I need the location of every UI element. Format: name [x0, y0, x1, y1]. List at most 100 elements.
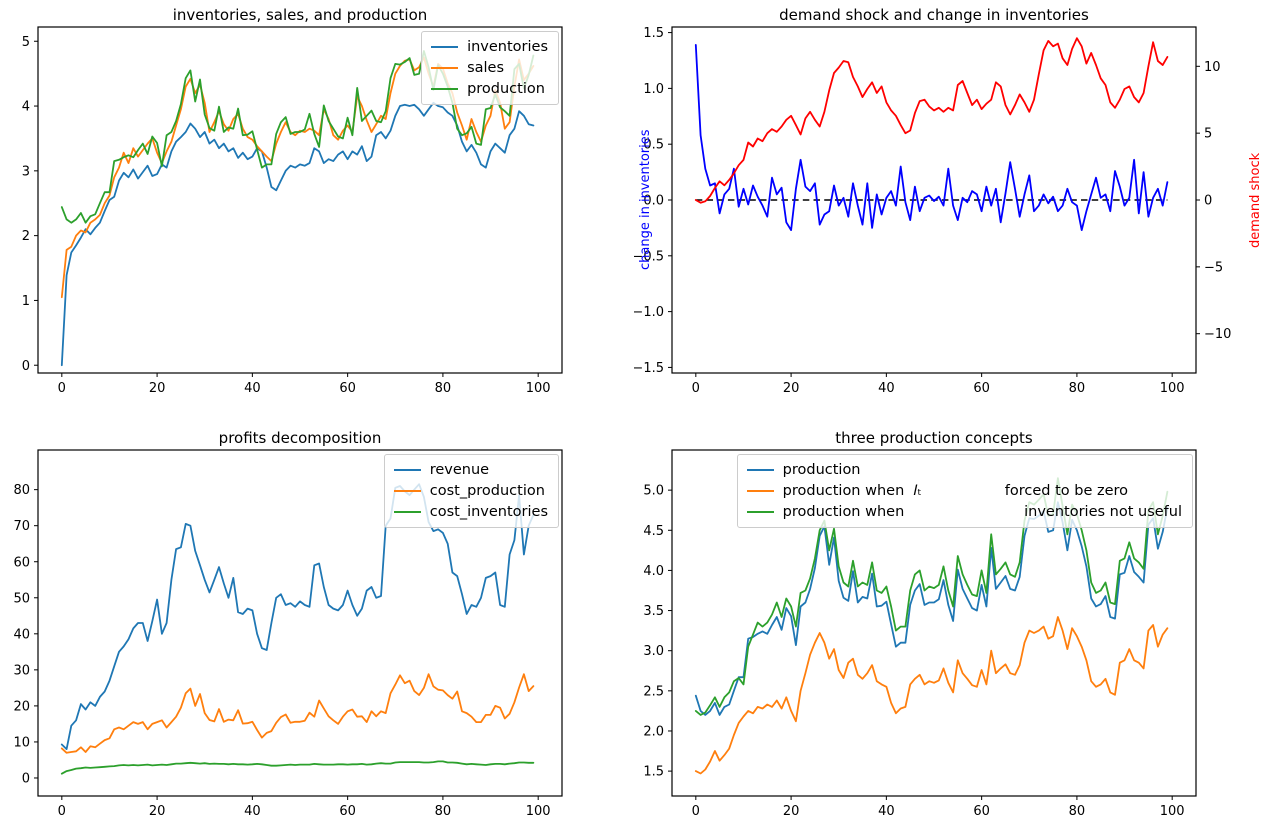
x-tick-label: 0 — [692, 804, 700, 819]
x-tick-label: 40 — [878, 804, 895, 819]
legend-line-swatch-cost-inventories — [393, 511, 421, 513]
legend-label-cost-production: cost_production — [429, 483, 545, 499]
x-tick-label: 60 — [339, 381, 356, 396]
x-tick-label: 20 — [783, 381, 800, 396]
y-tick-label: 10 — [13, 735, 30, 750]
legend-label-sales: sales — [467, 60, 505, 76]
chart-title: demand shock and change in inventories — [779, 6, 1089, 24]
y-tick-label: 50 — [13, 591, 30, 606]
legend-line-swatch-sales — [431, 67, 459, 69]
y-right-tick-label: 5 — [1204, 127, 1212, 142]
plot-svg-demand-shock-change-in-inventories: 0 20 40 60 80 100 1.5 1.0 0.5 0.0 −0.5 −1.0 −1.5 10 5 0… — [634, 26, 1231, 396]
y-tick-label: 60 — [13, 555, 30, 570]
x-tick-label: 80 — [1069, 804, 1086, 819]
y-tick-label: 0 — [22, 359, 30, 374]
y-tick-label: 0 — [22, 772, 30, 787]
y-tick-label: 5 — [22, 35, 30, 50]
subplot-three-production-concepts: three production concepts 0 20 40 60 80 100 1.… — [634, 417, 1268, 834]
x-tick-label: 100 — [526, 804, 551, 819]
legend-label-production-zero-inventories: production when 𝐼ₜ forced to be zero — [782, 483, 1129, 499]
x-tick-label: 40 — [878, 381, 895, 396]
series-line-change-in-inventories — [694, 44, 1169, 232]
legend-entry: production when inventories not useful — [746, 504, 1182, 520]
y-tick-label: 0.0 — [643, 194, 664, 209]
x-tick-label: 40 — [244, 804, 261, 819]
y-tick-label: 3.0 — [643, 644, 664, 659]
x-tick-label: 100 — [526, 381, 551, 396]
series-line-production — [694, 501, 1169, 716]
y-tick-label: 3.5 — [643, 604, 664, 619]
y-tick-label: 3 — [22, 164, 30, 179]
legend-entry: production when 𝐼ₜ forced to be zero — [746, 483, 1182, 499]
series-line-demand-shock — [694, 37, 1169, 204]
axes-frame — [37, 26, 563, 374]
x-tick-label: 60 — [339, 804, 356, 819]
legend-label-production: production — [782, 462, 861, 478]
y-tick-label: 80 — [13, 483, 30, 498]
x-tick-label: 40 — [244, 381, 261, 396]
axes-frame — [37, 449, 563, 797]
y-axis-label-left: change in inventories — [638, 129, 653, 271]
y-tick-label: 1 — [22, 294, 30, 309]
series-line-inventories — [60, 101, 535, 367]
series-line-production-inventories-not-useful — [694, 477, 1169, 716]
chart-title: profits decomposition — [218, 429, 382, 447]
legend-label-inventories: inventories — [467, 39, 548, 55]
y-tick-label: 2 — [22, 229, 30, 244]
y-tick-label: 1.0 — [643, 82, 664, 97]
y-tick-label: −1.0 — [634, 305, 664, 320]
series-line-production-zero-inventories — [694, 616, 1169, 775]
legend-line-swatch-production-inventories-not-useful — [746, 511, 774, 513]
axes-frame — [671, 26, 1197, 374]
legend-line-swatch-revenue — [393, 469, 421, 471]
y-tick-label: 2.5 — [643, 684, 664, 699]
y-tick-label: 4.0 — [643, 564, 664, 579]
y-tick-label: 20 — [13, 699, 30, 714]
y-tick-label: 1.5 — [643, 765, 664, 780]
x-tick-label: 20 — [149, 804, 166, 819]
legend-entry: revenue — [393, 462, 548, 478]
legend-line-swatch-cost-production — [393, 490, 421, 492]
x-tick-label: 80 — [435, 804, 452, 819]
legend-entry: production — [746, 462, 1182, 478]
plot-svg-three-production-concepts: 0 20 40 60 80 100 1.5 2.0 2.5 3.0 3.5 4.0 4.5 5.0 — [643, 449, 1197, 819]
x-tick-label: 60 — [973, 804, 990, 819]
chart-title: inventories, sales, and production — [172, 6, 428, 24]
y-tick-label: 1.5 — [643, 26, 664, 41]
y-tick-label: 4 — [22, 100, 30, 115]
series-line-revenue — [60, 483, 535, 751]
legend-box: inventories sales production — [421, 31, 559, 105]
series-line-production — [60, 50, 535, 224]
y-tick-label: 0.5 — [643, 138, 664, 153]
chart-title: three production concepts — [835, 429, 1033, 447]
legend-label-revenue: revenue — [429, 462, 490, 478]
legend-entry: cost_production — [393, 483, 548, 499]
y-tick-label: 2.0 — [643, 725, 664, 740]
legend-label-production: production — [467, 81, 545, 97]
legend-line-swatch-production — [431, 88, 459, 90]
subplot-inventories-sales-production: inventories, sales, and production 0 20 40… — [0, 0, 634, 417]
legend-label-cost-inventories: cost_inventories — [429, 504, 548, 520]
legend-entry: sales — [431, 60, 548, 76]
legend-entry: inventories — [431, 39, 548, 55]
x-tick-label: 80 — [1069, 381, 1086, 396]
x-tick-label: 20 — [783, 804, 800, 819]
x-tick-label: 60 — [973, 381, 990, 396]
subplot-profits-decomposition: profits decomposition 0 20 40 60 80 100 0 10 20 3… — [0, 417, 634, 834]
plot-svg-profits-decomposition: 0 20 40 60 80 100 0 10 20 30 40 50 60 70 80 — [13, 449, 563, 819]
x-tick-label: 0 — [58, 804, 66, 819]
axes-frame — [671, 449, 1197, 797]
legend-box: revenue cost_production cost_inventories — [383, 454, 559, 528]
y-right-tick-label: −10 — [1204, 327, 1231, 342]
x-tick-label: 0 — [58, 381, 66, 396]
y-tick-label: 30 — [13, 663, 30, 678]
y-tick-label: 40 — [13, 627, 30, 642]
legend-line-swatch-production-zero-inventories — [746, 490, 774, 492]
y-tick-label: 4.5 — [643, 524, 664, 539]
x-tick-label: 20 — [149, 381, 166, 396]
legend-entry: production — [431, 81, 548, 97]
legend-line-swatch-production — [746, 469, 774, 471]
legend-box: production production when 𝐼ₜ forced to b… — [736, 454, 1193, 528]
series-line-cost-production — [60, 673, 535, 754]
